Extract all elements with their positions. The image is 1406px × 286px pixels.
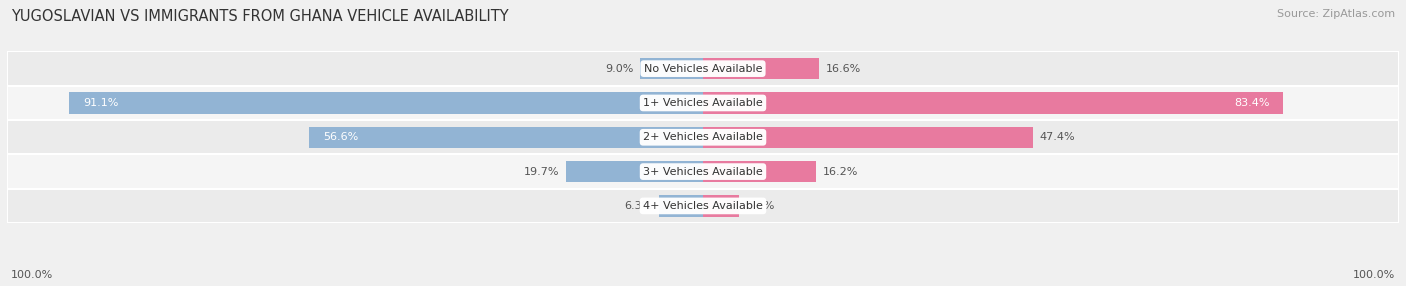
Bar [703, 92, 1284, 114]
Text: Source: ZipAtlas.com: Source: ZipAtlas.com [1277, 9, 1395, 19]
Bar [703, 58, 818, 79]
Bar [7, 120, 1399, 154]
Text: YUGOSLAVIAN VS IMMIGRANTS FROM GHANA VEHICLE AVAILABILITY: YUGOSLAVIAN VS IMMIGRANTS FROM GHANA VEH… [11, 9, 509, 23]
Text: 1+ Vehicles Available: 1+ Vehicles Available [643, 98, 763, 108]
Text: 5.2%: 5.2% [747, 201, 775, 211]
Text: 16.2%: 16.2% [823, 167, 858, 176]
Text: 83.4%: 83.4% [1234, 98, 1270, 108]
Bar [565, 161, 703, 182]
Text: 56.6%: 56.6% [323, 132, 359, 142]
Text: 3+ Vehicles Available: 3+ Vehicles Available [643, 167, 763, 176]
Text: 47.4%: 47.4% [1040, 132, 1076, 142]
Bar [659, 195, 703, 217]
Bar [640, 58, 703, 79]
Text: 91.1%: 91.1% [83, 98, 118, 108]
Text: 9.0%: 9.0% [605, 64, 633, 74]
Bar [7, 189, 1399, 223]
Text: 100.0%: 100.0% [11, 270, 53, 280]
Text: No Vehicles Available: No Vehicles Available [644, 64, 762, 74]
Bar [7, 51, 1399, 86]
Text: 4+ Vehicles Available: 4+ Vehicles Available [643, 201, 763, 211]
Bar [7, 154, 1399, 189]
Text: 2+ Vehicles Available: 2+ Vehicles Available [643, 132, 763, 142]
Bar [7, 86, 1399, 120]
Text: 6.3%: 6.3% [624, 201, 652, 211]
Bar [703, 161, 815, 182]
Text: 100.0%: 100.0% [1353, 270, 1395, 280]
Bar [69, 92, 703, 114]
Bar [309, 127, 703, 148]
Bar [703, 127, 1033, 148]
Text: 16.6%: 16.6% [825, 64, 860, 74]
Text: 19.7%: 19.7% [523, 167, 560, 176]
Bar [703, 195, 740, 217]
